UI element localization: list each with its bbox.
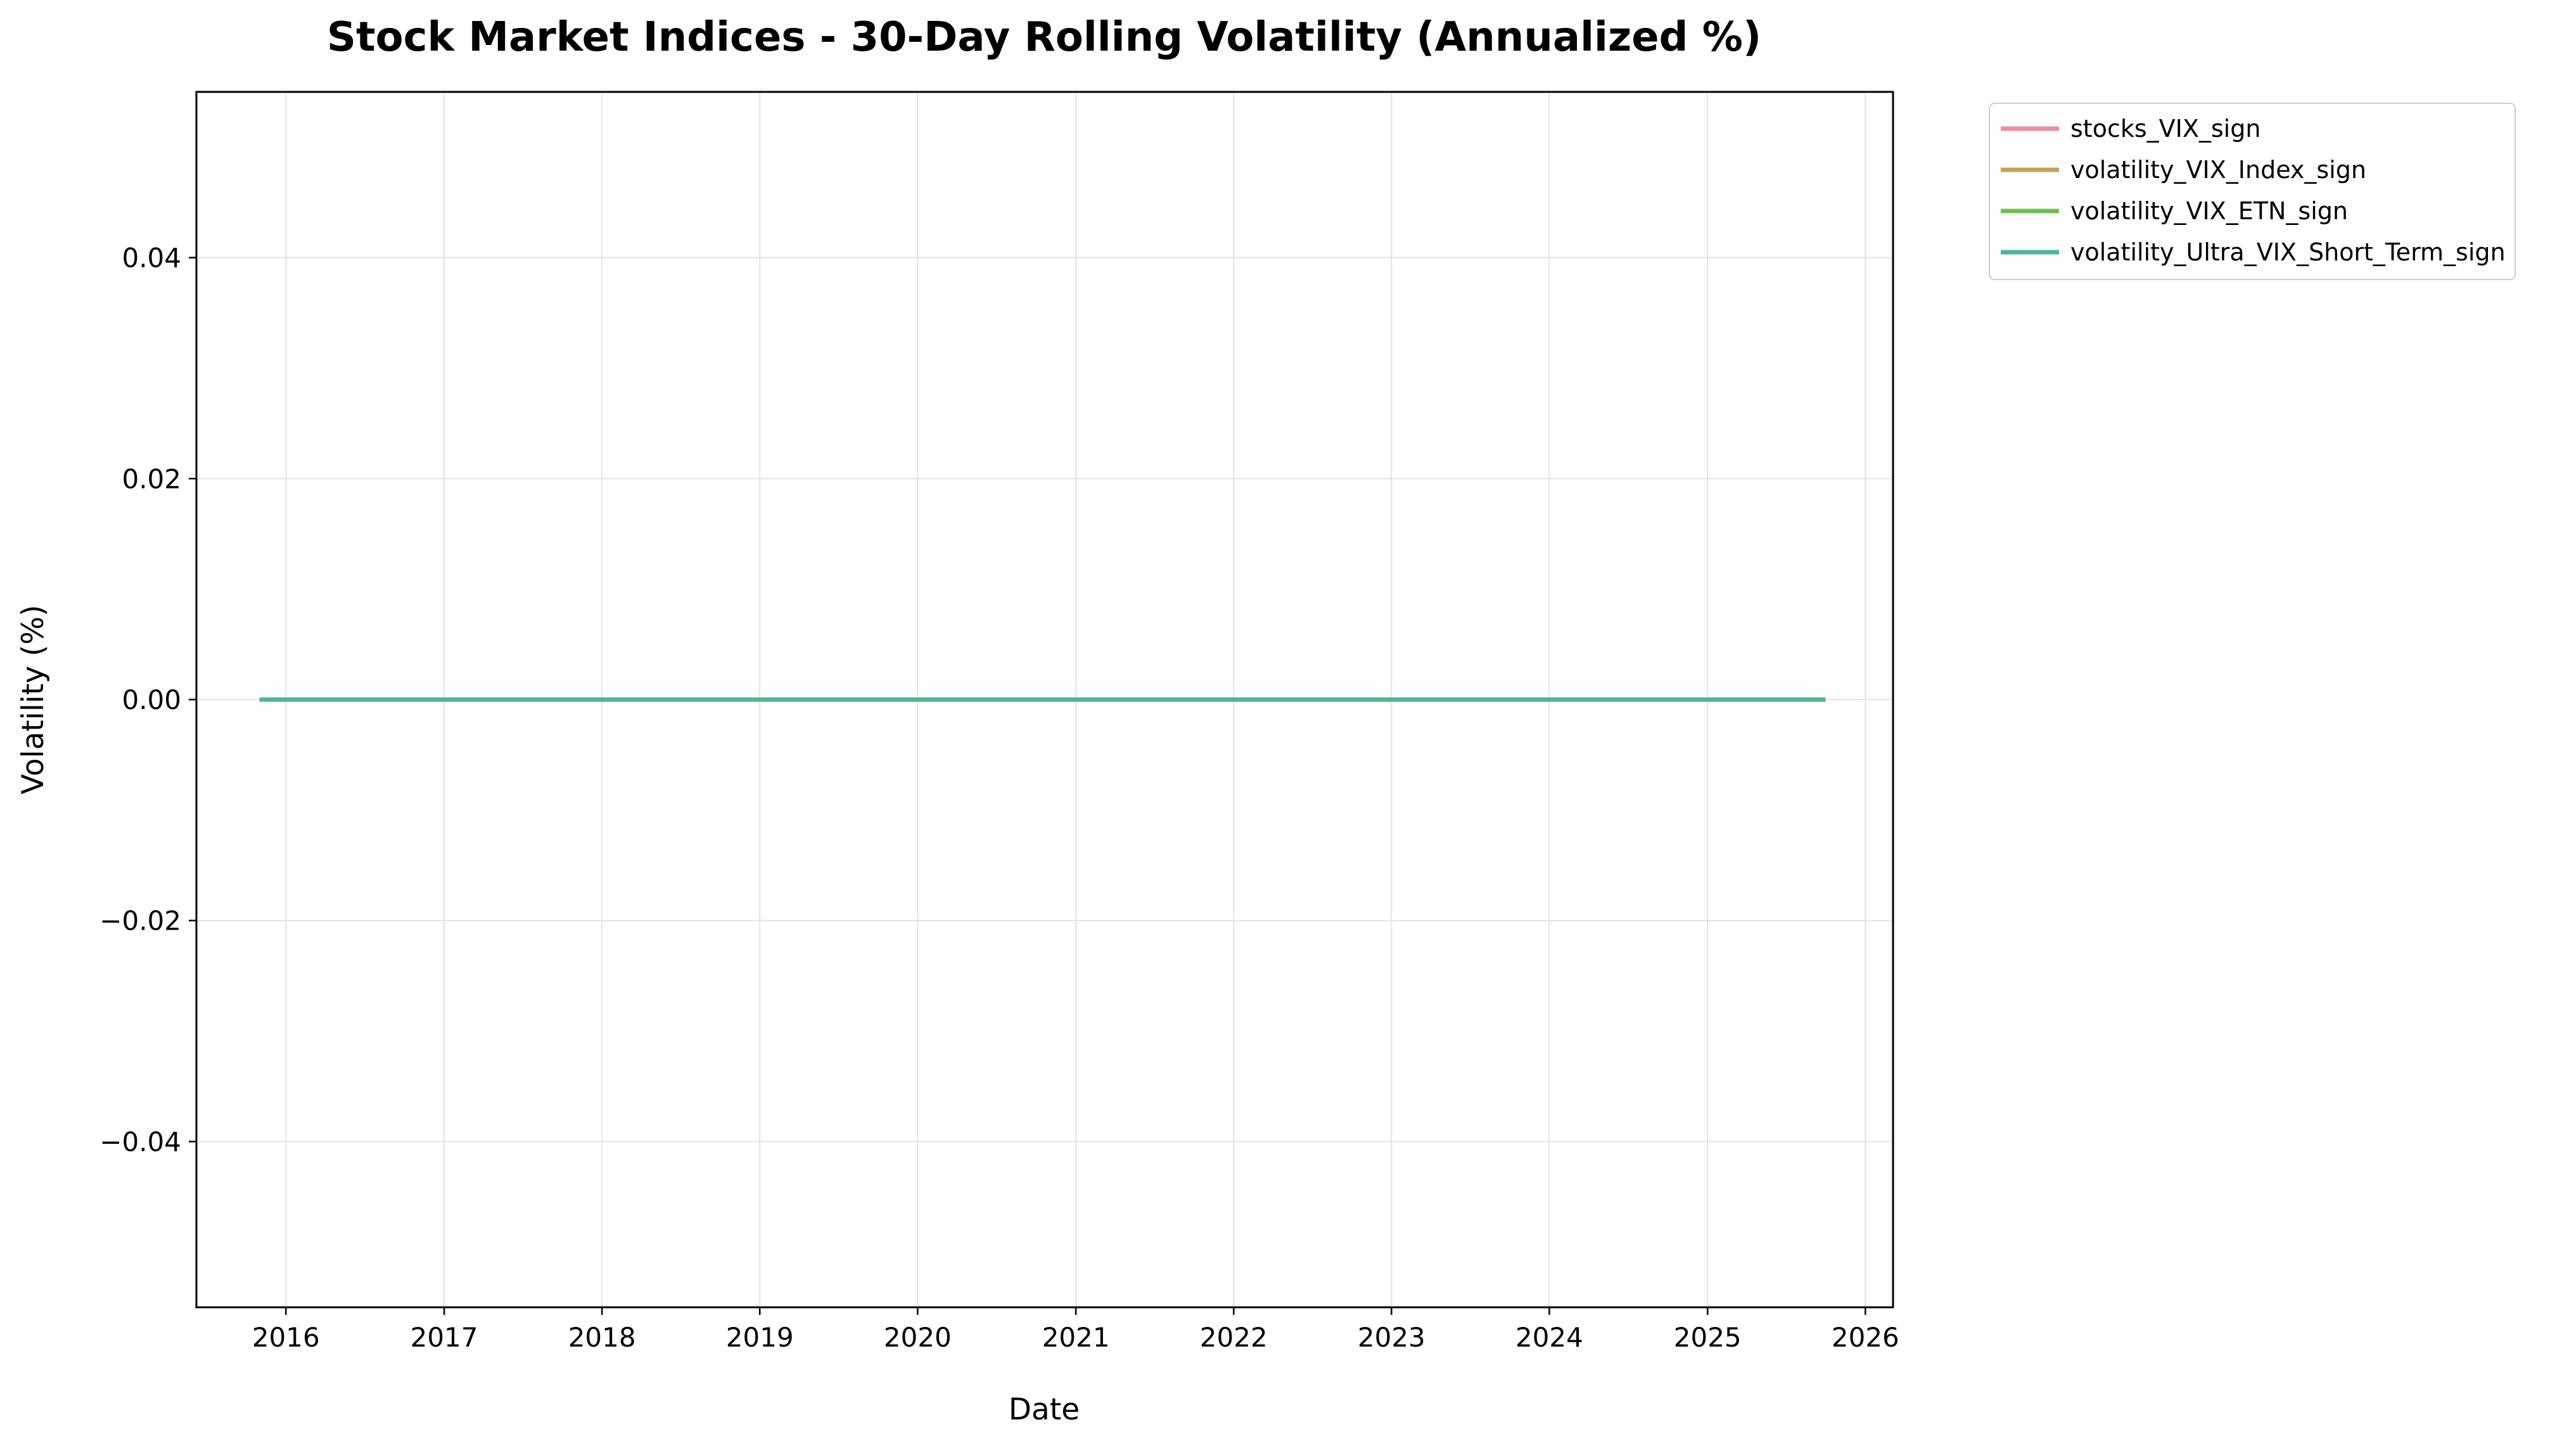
x-tick-label: 2017	[411, 1322, 478, 1353]
x-axis-ticks: 2016 2017 2018 2019 2020 2021 2022 2023 2024 2025…	[252, 1307, 1899, 1353]
y-axis-label: Volatility (%)	[16, 605, 51, 794]
x-tick-label: 2022	[1200, 1322, 1268, 1353]
legend-frame	[1989, 103, 2516, 280]
legend-label: volatility_Ultra_VIX_Short_Term_sign	[2070, 238, 2506, 266]
x-tick-label: 2024	[1515, 1322, 1583, 1353]
legend-label: volatility_VIX_ETN_sign	[2070, 197, 2348, 225]
x-axis-label: Date	[1009, 1392, 1080, 1427]
y-tick-label: 0.04	[122, 243, 181, 274]
legend-label: stocks_VIX_sign	[2070, 115, 2260, 143]
x-tick-label: 2026	[1832, 1322, 1899, 1353]
x-tick-label: 2016	[252, 1322, 320, 1353]
y-tick-label: −0.02	[99, 906, 181, 937]
y-tick-label: −0.04	[99, 1126, 181, 1157]
x-tick-label: 2025	[1674, 1322, 1742, 1353]
y-tick-label: 0.00	[122, 684, 181, 715]
x-tick-label: 2020	[884, 1322, 952, 1353]
y-tick-label: 0.02	[122, 463, 181, 494]
legend-label: volatility_VIX_Index_sign	[2070, 156, 2366, 184]
x-tick-label: 2019	[726, 1322, 794, 1353]
legend: stocks_VIX_sign volatility_VIX_Index_sign…	[1989, 103, 2516, 280]
x-tick-label: 2023	[1358, 1322, 1425, 1353]
x-tick-label: 2018	[568, 1322, 636, 1353]
x-tick-label: 2021	[1042, 1322, 1110, 1353]
legend-items: stocks_VIX_sign volatility_VIX_Index_sign…	[2001, 115, 2506, 266]
chart-title: Stock Market Indices - 30-Day Rolling Vo…	[327, 14, 1761, 61]
y-axis-ticks: −0.04 −0.02 0.00 0.02 0.04	[99, 243, 196, 1157]
